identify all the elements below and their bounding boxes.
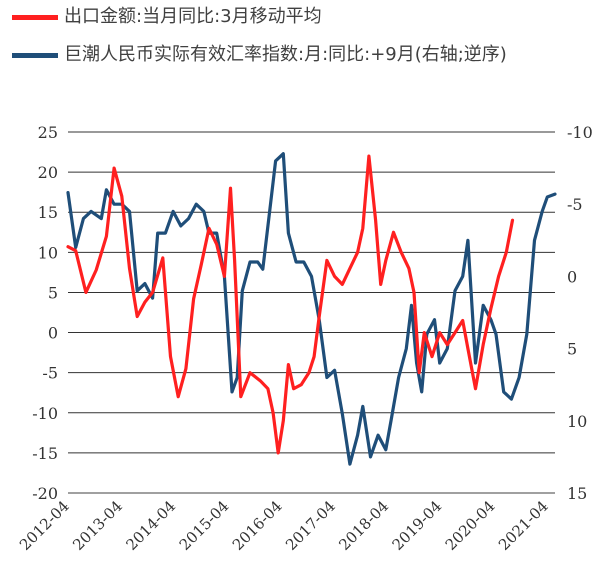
- series-line: [66, 152, 557, 466]
- legend-label-reer: 巨潮人民币实际有效汇率指数:月:同比:+9月(右轴;逆序): [64, 44, 507, 65]
- y-right-tick-label: 5: [567, 340, 577, 359]
- x-tick-label: 2015-04: [176, 497, 233, 554]
- y-left-tick-label: -20: [32, 484, 58, 503]
- x-tick-label: 2019-04: [389, 497, 446, 554]
- x-tick-label: 2018-04: [335, 497, 392, 554]
- legend-item-reer: 巨潮人民币实际有效汇率指数:月:同比:+9月(右轴;逆序): [12, 42, 602, 68]
- y-left-tick-label: 25: [38, 123, 58, 142]
- tick-labels: 2520151050-5-10-15-20-10-50510152012-042…: [16, 123, 593, 554]
- x-tick-label: 2021-04: [495, 497, 552, 554]
- y-left-tick-label: 5: [48, 283, 58, 302]
- legend: 出口金额:当月同比:3月移动平均 巨潮人民币实际有效汇率指数:月:同比:+9月(…: [12, 4, 602, 68]
- grid: [68, 131, 555, 494]
- y-left-tick-label: -15: [32, 444, 58, 463]
- legend-item-export: 出口金额:当月同比:3月移动平均: [12, 4, 602, 30]
- x-tick-label: 2016-04: [229, 497, 286, 554]
- x-tick-label: 2020-04: [442, 497, 499, 554]
- series-line: [66, 154, 515, 455]
- y-left-tick-label: 15: [38, 203, 58, 222]
- legend-swatch-export: [12, 15, 58, 20]
- x-tick-label: 2017-04: [282, 497, 339, 554]
- y-right-tick-label: 10: [567, 412, 587, 431]
- x-tick-label: 2014-04: [122, 497, 179, 554]
- y-right-tick-label: 15: [567, 484, 587, 503]
- y-left-tick-label: -10: [32, 404, 58, 423]
- x-tick-label: 2012-04: [16, 497, 73, 554]
- y-left-tick-label: 20: [38, 163, 58, 182]
- x-tick-label: 2013-04: [69, 497, 126, 554]
- y-left-tick-label: 10: [38, 243, 58, 262]
- y-right-tick-label: -10: [567, 123, 593, 142]
- y-left-tick-label: -5: [42, 364, 58, 383]
- y-right-tick-label: 0: [567, 267, 577, 286]
- legend-label-export: 出口金额:当月同比:3月移动平均: [64, 6, 322, 27]
- y-left-tick-label: 0: [48, 324, 58, 343]
- y-right-tick-label: -5: [567, 195, 583, 214]
- series-lines: [66, 152, 557, 466]
- legend-swatch-reer: [12, 53, 58, 58]
